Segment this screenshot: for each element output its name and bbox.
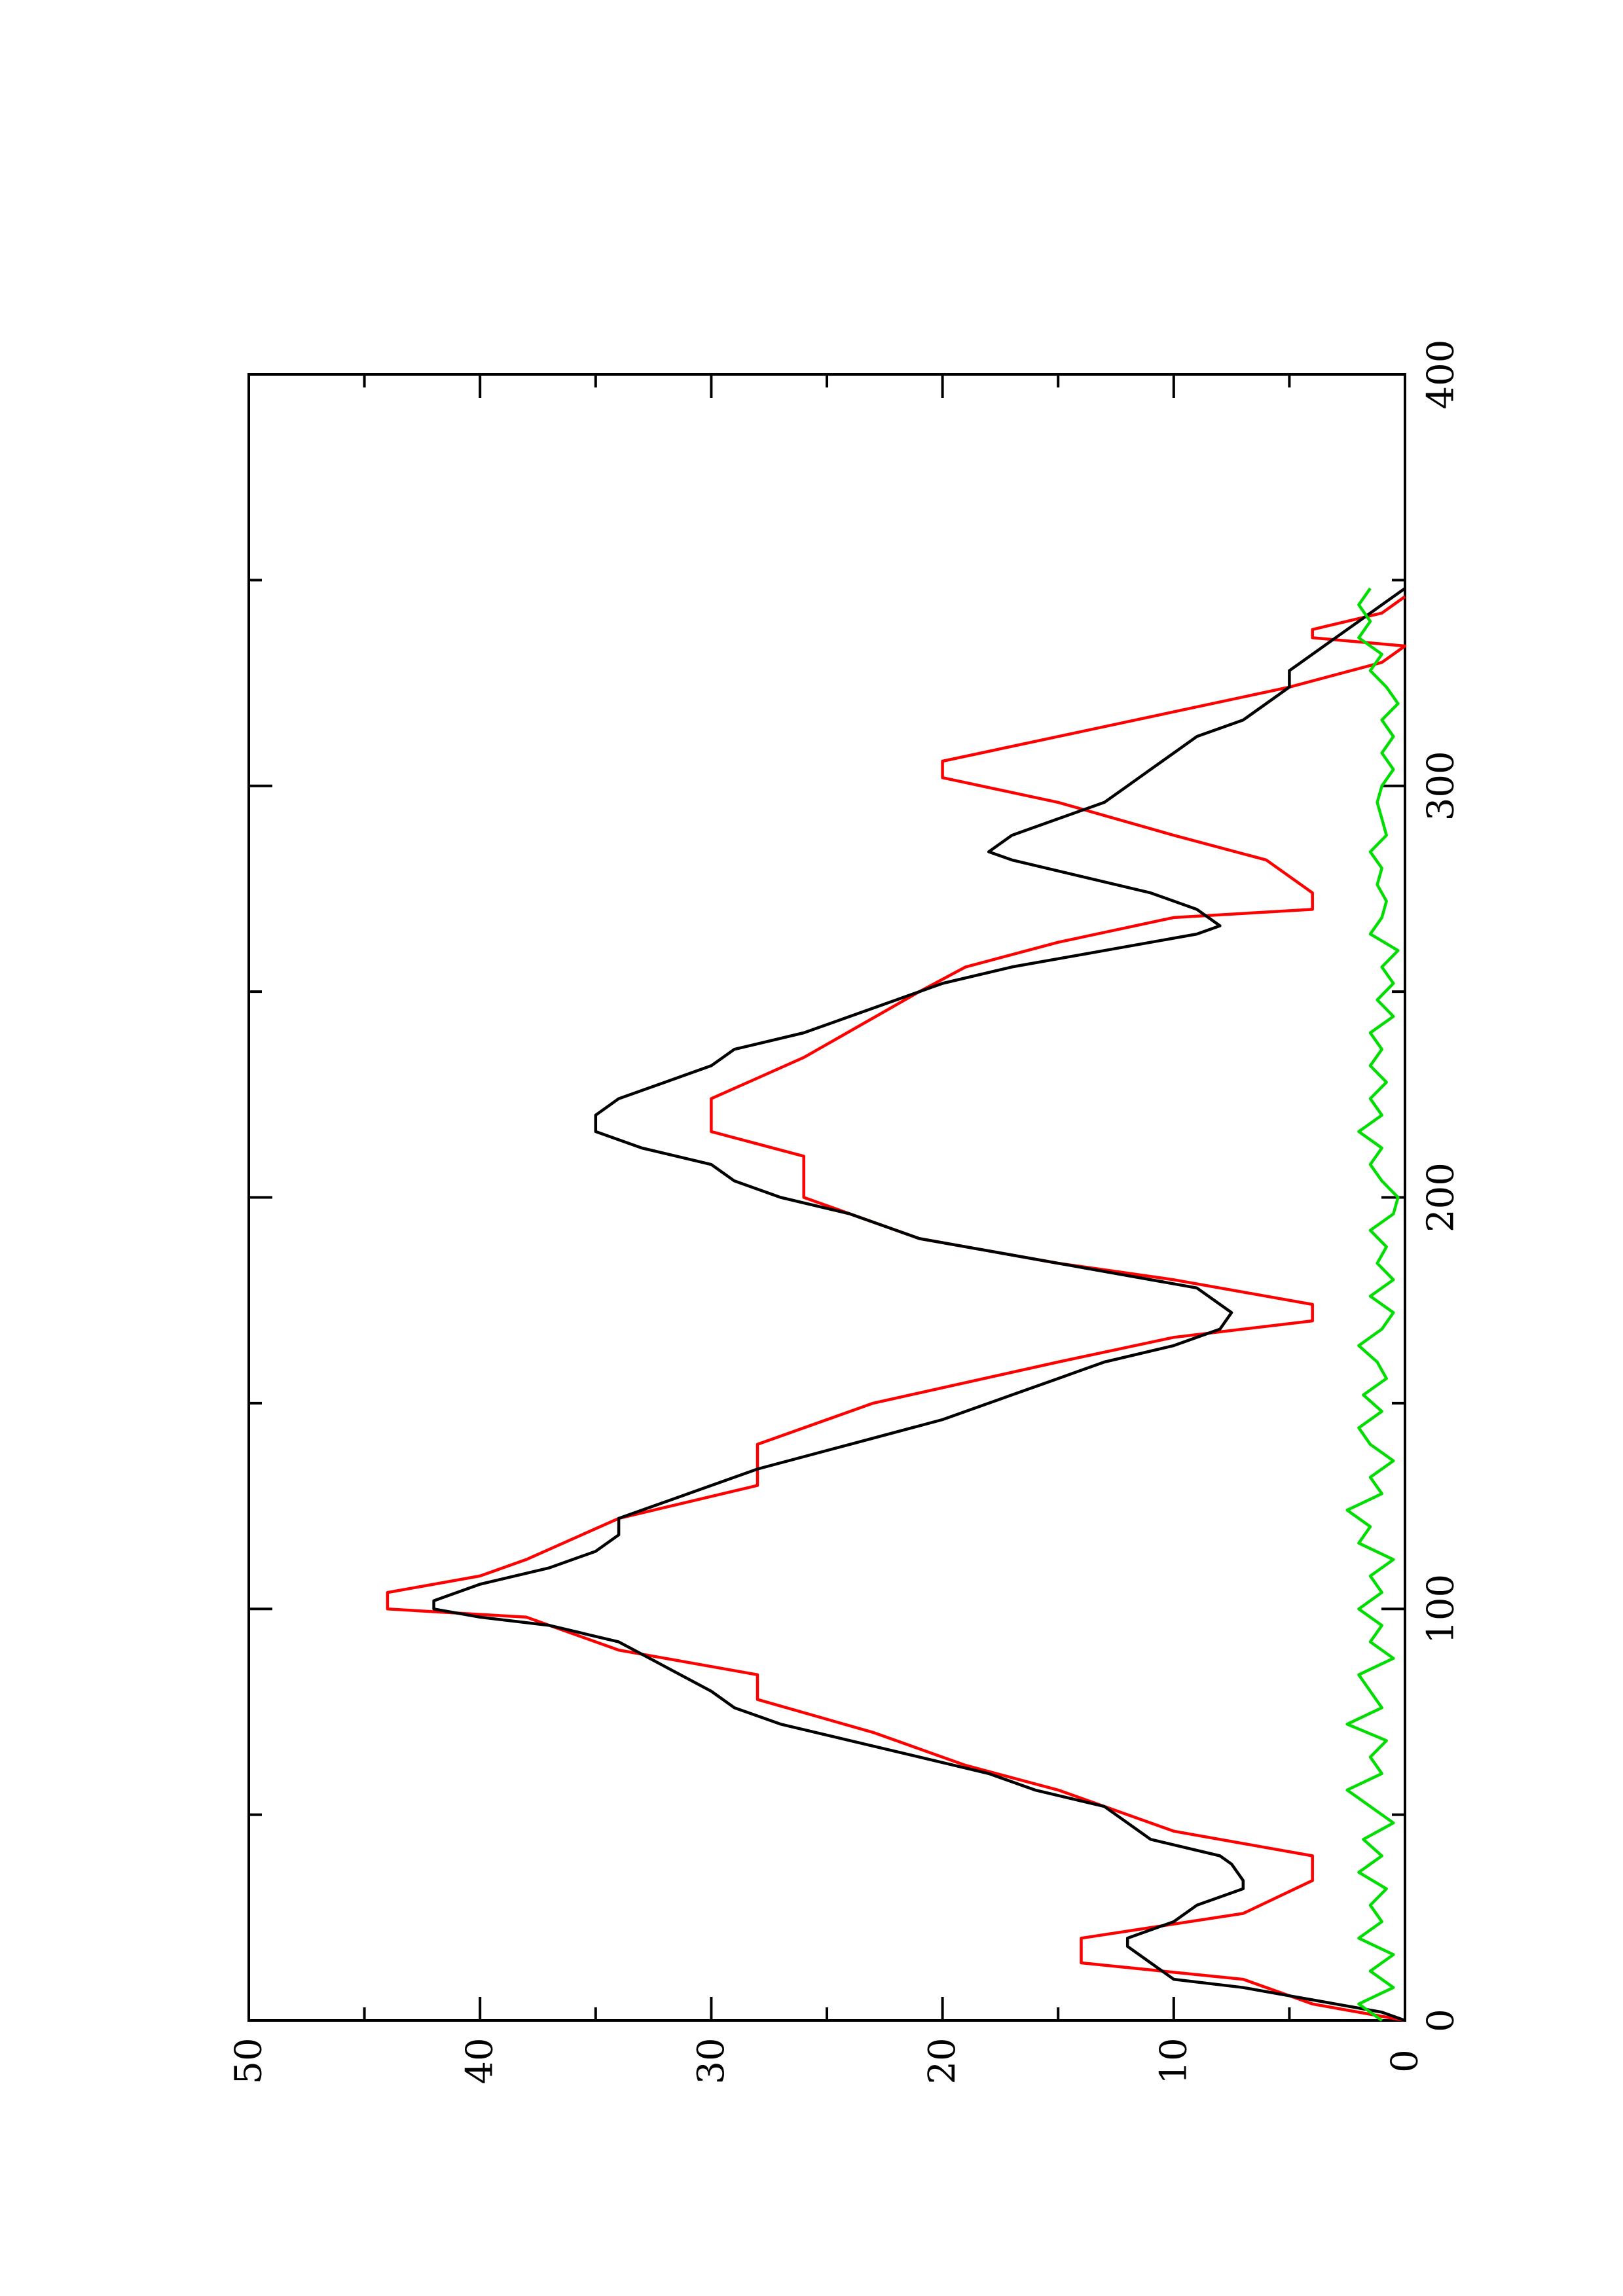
series-line-1 [386, 595, 1407, 2022]
x-tick-label: 400 [1420, 340, 1463, 410]
y-tick-label: 50 [228, 2037, 270, 2084]
axis-ticks [247, 373, 1406, 2022]
y-tick-label: 10 [1152, 2037, 1195, 2084]
series-layer [386, 587, 1407, 2022]
x-tick-label: 100 [1420, 1574, 1463, 1644]
x-tick-label: 200 [1420, 1162, 1463, 1232]
x-tick-label: 0 [1420, 2009, 1463, 2032]
plot-frame [247, 373, 1406, 2022]
series-line-2 [432, 587, 1406, 2022]
y-tick-label: 30 [690, 2037, 733, 2084]
x-tick-label: 300 [1420, 751, 1463, 821]
series-line-3 [1345, 587, 1400, 2022]
axis-tick-labels: 0 100 200 300 400 0 10 20 30 40 50 [228, 340, 1463, 2085]
y-tick-label: 0 [1384, 2049, 1427, 2073]
y-tick-label: 40 [459, 2037, 501, 2084]
y-tick-label: 20 [921, 2037, 964, 2084]
